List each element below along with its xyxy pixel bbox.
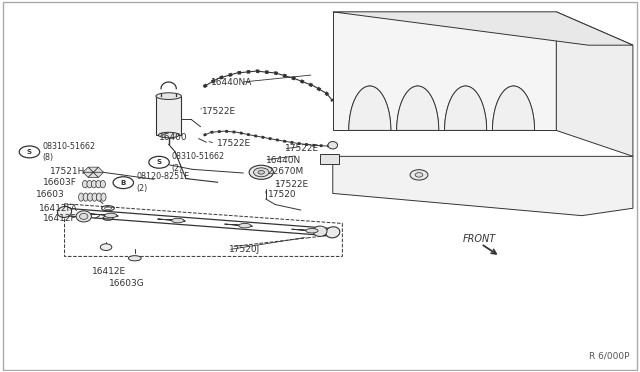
Polygon shape [93, 167, 104, 172]
Ellipse shape [79, 193, 84, 201]
Text: FRONT: FRONT [463, 234, 496, 244]
Polygon shape [225, 224, 252, 226]
Polygon shape [157, 219, 186, 221]
Polygon shape [492, 86, 534, 131]
Circle shape [113, 177, 134, 189]
Polygon shape [333, 156, 633, 216]
Ellipse shape [92, 180, 97, 188]
Ellipse shape [156, 93, 181, 99]
Ellipse shape [92, 193, 97, 201]
Polygon shape [397, 86, 439, 131]
Ellipse shape [415, 173, 423, 177]
Ellipse shape [253, 168, 269, 177]
Polygon shape [83, 167, 93, 172]
Text: 08310-51662
(8): 08310-51662 (8) [43, 141, 96, 162]
Polygon shape [333, 12, 633, 45]
Polygon shape [349, 86, 391, 131]
Text: 17522E: 17522E [285, 144, 319, 153]
Ellipse shape [87, 180, 92, 188]
Circle shape [19, 146, 40, 158]
Text: 17520J: 17520J [229, 245, 260, 254]
Ellipse shape [129, 256, 141, 261]
Polygon shape [88, 167, 99, 172]
Text: 16603G: 16603G [109, 279, 145, 288]
Text: 16440N: 16440N [266, 155, 301, 164]
Ellipse shape [249, 165, 273, 179]
Ellipse shape [58, 206, 72, 218]
Polygon shape [556, 12, 633, 156]
Polygon shape [445, 86, 486, 131]
Ellipse shape [79, 214, 88, 219]
Ellipse shape [258, 170, 264, 174]
Ellipse shape [100, 180, 106, 188]
Circle shape [100, 244, 112, 250]
Text: 08310-51662
(2): 08310-51662 (2) [172, 152, 225, 173]
Circle shape [149, 156, 170, 168]
Text: 08120-8251E
(2): 08120-8251E (2) [137, 172, 190, 193]
Text: S: S [27, 149, 32, 155]
Polygon shape [492, 86, 534, 131]
Text: S: S [157, 159, 161, 165]
Polygon shape [93, 172, 104, 177]
Ellipse shape [328, 141, 337, 149]
Ellipse shape [239, 224, 251, 228]
Text: 16412F: 16412F [43, 214, 76, 223]
Ellipse shape [104, 213, 117, 218]
Ellipse shape [101, 193, 106, 201]
Text: B: B [121, 180, 126, 186]
Text: 22670M: 22670M [268, 167, 304, 176]
Ellipse shape [410, 170, 428, 180]
Text: 17520: 17520 [268, 190, 296, 199]
Polygon shape [397, 86, 439, 131]
Text: 17522E: 17522E [216, 139, 251, 148]
Polygon shape [320, 154, 339, 164]
Ellipse shape [172, 218, 184, 223]
Polygon shape [88, 172, 99, 177]
Text: 16412FA: 16412FA [39, 204, 78, 213]
Text: 16603F: 16603F [43, 178, 77, 187]
Ellipse shape [306, 228, 318, 233]
Ellipse shape [159, 132, 179, 138]
Ellipse shape [83, 193, 88, 201]
Polygon shape [292, 229, 319, 231]
Ellipse shape [97, 193, 102, 201]
Polygon shape [445, 86, 486, 131]
Polygon shape [333, 12, 556, 131]
Polygon shape [90, 214, 118, 216]
Text: 17522E: 17522E [202, 108, 236, 116]
Text: 16440NA: 16440NA [211, 78, 253, 87]
Text: 16400: 16400 [159, 133, 188, 142]
Ellipse shape [83, 180, 88, 188]
Polygon shape [156, 96, 181, 135]
Ellipse shape [88, 193, 93, 201]
Text: 16412E: 16412E [92, 267, 126, 276]
Ellipse shape [313, 226, 327, 236]
Ellipse shape [96, 180, 101, 188]
Text: 16603: 16603 [36, 190, 65, 199]
Ellipse shape [76, 211, 92, 222]
Text: R 6/000P: R 6/000P [589, 352, 630, 361]
Text: 17522E: 17522E [275, 180, 309, 189]
Polygon shape [349, 86, 391, 131]
Text: 17521H: 17521H [50, 167, 85, 176]
Polygon shape [83, 172, 93, 177]
Ellipse shape [326, 227, 340, 238]
